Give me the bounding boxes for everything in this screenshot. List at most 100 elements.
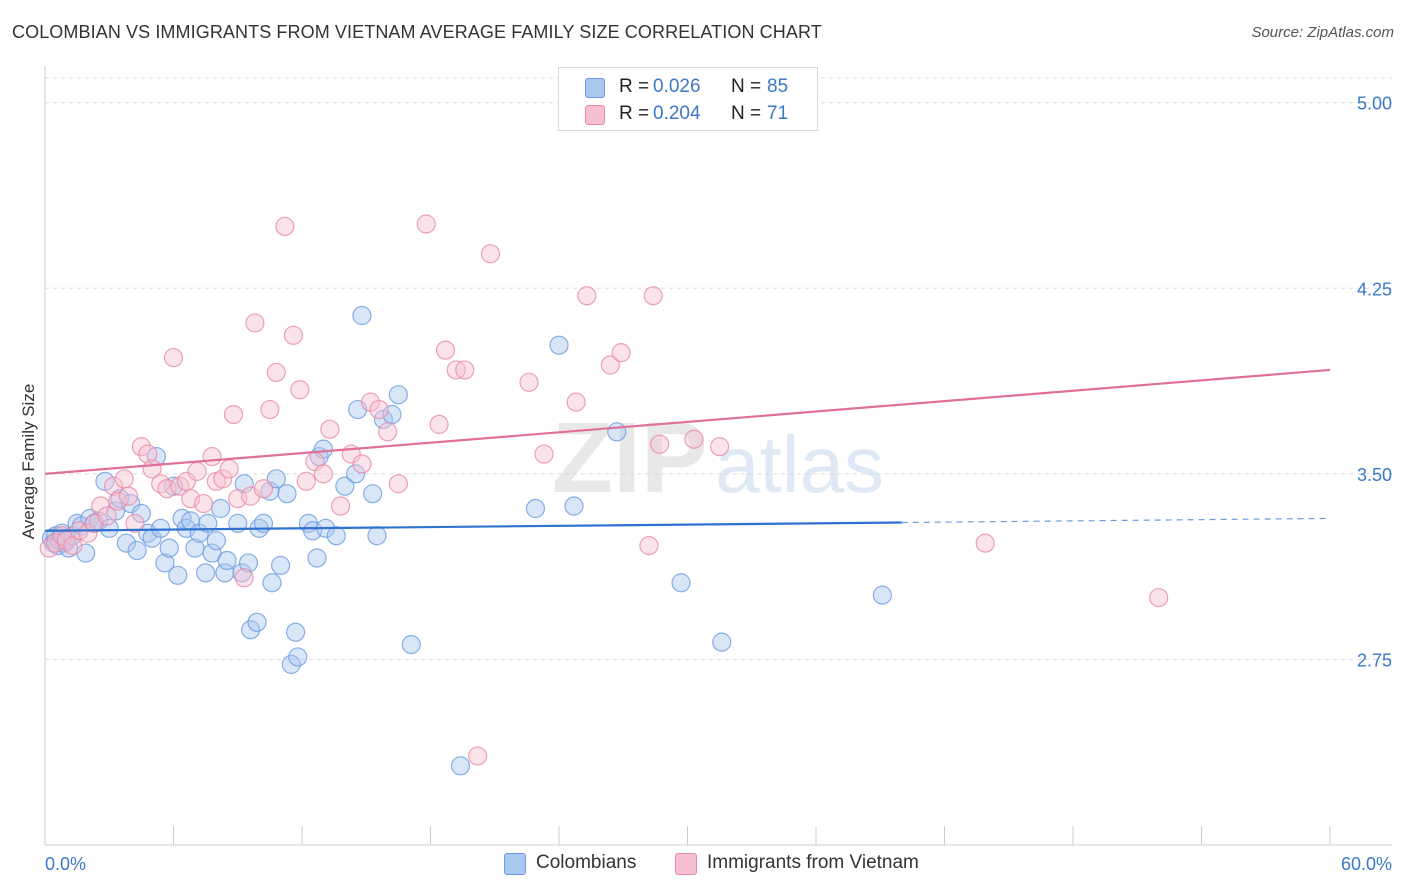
stats-legend: R = 0.026 N = 85 R = 0.204 N = 71 <box>558 67 818 131</box>
data-point <box>187 461 207 481</box>
data-point <box>290 380 310 400</box>
data-point <box>193 493 214 514</box>
data-point <box>127 540 147 561</box>
data-point <box>116 533 136 553</box>
data-point <box>99 518 119 538</box>
data-point <box>262 573 282 593</box>
legend-r-value: 0.204 <box>653 103 701 124</box>
trend-lines <box>44 368 1331 532</box>
data-point <box>223 404 244 425</box>
legend-n-value: 85 <box>767 76 789 97</box>
data-point <box>245 313 265 333</box>
data-point <box>671 573 691 593</box>
trend-line <box>44 521 902 532</box>
data-point <box>450 756 471 776</box>
data-point <box>710 437 730 457</box>
legend-label: Immigrants from Vietnam <box>707 852 919 873</box>
data-point <box>283 325 304 345</box>
data-point <box>468 746 488 766</box>
data-point <box>56 531 77 551</box>
data-point <box>401 634 421 655</box>
legend-swatch-pink <box>675 853 697 875</box>
data-point <box>607 422 627 442</box>
data-point <box>170 476 190 496</box>
data-point <box>131 437 151 457</box>
data-point <box>163 347 184 368</box>
data-point <box>369 399 389 420</box>
data-point <box>277 484 297 504</box>
legend-n-value: 71 <box>767 103 789 124</box>
data-point <box>650 434 670 454</box>
data-point <box>320 419 340 439</box>
data-point <box>266 469 286 489</box>
data-points <box>39 214 1169 776</box>
legend-r-value: 0.026 <box>653 76 701 97</box>
data-point <box>213 469 233 489</box>
data-point <box>253 479 274 499</box>
watermark-zip: ZIP <box>552 402 708 514</box>
data-point <box>455 360 475 380</box>
data-point <box>872 585 892 605</box>
chart-source: Source: ZipAtlas.com <box>1251 24 1394 41</box>
data-point <box>534 444 554 464</box>
data-point <box>281 654 301 674</box>
data-point <box>480 244 501 264</box>
x-tick-label: 60.0% <box>1341 854 1392 874</box>
watermark: ZIP atlas <box>552 402 884 514</box>
data-point <box>352 454 372 474</box>
data-point <box>125 513 145 533</box>
data-point <box>39 538 59 558</box>
data-point <box>643 286 663 306</box>
data-point <box>247 612 267 632</box>
data-point <box>159 538 179 558</box>
y-axis-title: Average Family Size <box>19 384 38 540</box>
data-point <box>525 498 546 519</box>
data-point <box>151 474 171 494</box>
data-point <box>975 533 995 553</box>
data-point <box>202 446 222 467</box>
data-point <box>155 553 175 573</box>
axes <box>44 66 1392 846</box>
data-point <box>712 632 732 652</box>
data-point <box>549 335 569 355</box>
y-tick-label: 5.00 <box>1357 94 1392 114</box>
data-point <box>198 513 218 533</box>
data-point <box>388 474 408 494</box>
data-point <box>367 526 387 546</box>
legend-label: Colombians <box>536 852 637 873</box>
y-tick-label: 3.50 <box>1357 465 1392 485</box>
data-point <box>363 484 383 504</box>
data-point <box>211 498 231 519</box>
data-point <box>270 555 291 576</box>
data-point <box>206 531 226 551</box>
data-point <box>285 622 306 642</box>
data-point <box>97 506 117 526</box>
legend-swatch-blue <box>504 853 526 875</box>
trend-line-projection <box>901 517 1331 524</box>
data-point <box>388 385 408 405</box>
watermark-atlas: atlas <box>715 420 884 509</box>
data-point <box>639 536 659 556</box>
data-point <box>114 469 134 489</box>
data-point <box>138 444 158 464</box>
legend-r-label: R = <box>619 103 650 124</box>
data-point <box>335 476 355 496</box>
data-point <box>345 464 366 484</box>
data-point <box>378 422 398 442</box>
data-point <box>566 392 586 412</box>
data-point <box>564 496 584 516</box>
legend-n-label: N = <box>731 103 762 124</box>
series-vietnam <box>39 214 1169 766</box>
data-point <box>296 471 316 491</box>
data-point <box>78 523 98 543</box>
data-point <box>131 503 151 524</box>
data-point <box>326 526 346 546</box>
data-point <box>352 305 372 326</box>
data-point <box>611 343 631 363</box>
data-point <box>1149 587 1169 608</box>
data-point <box>429 414 449 434</box>
legend-swatch-pink <box>585 105 605 125</box>
data-point <box>416 214 436 234</box>
data-point <box>168 565 188 585</box>
